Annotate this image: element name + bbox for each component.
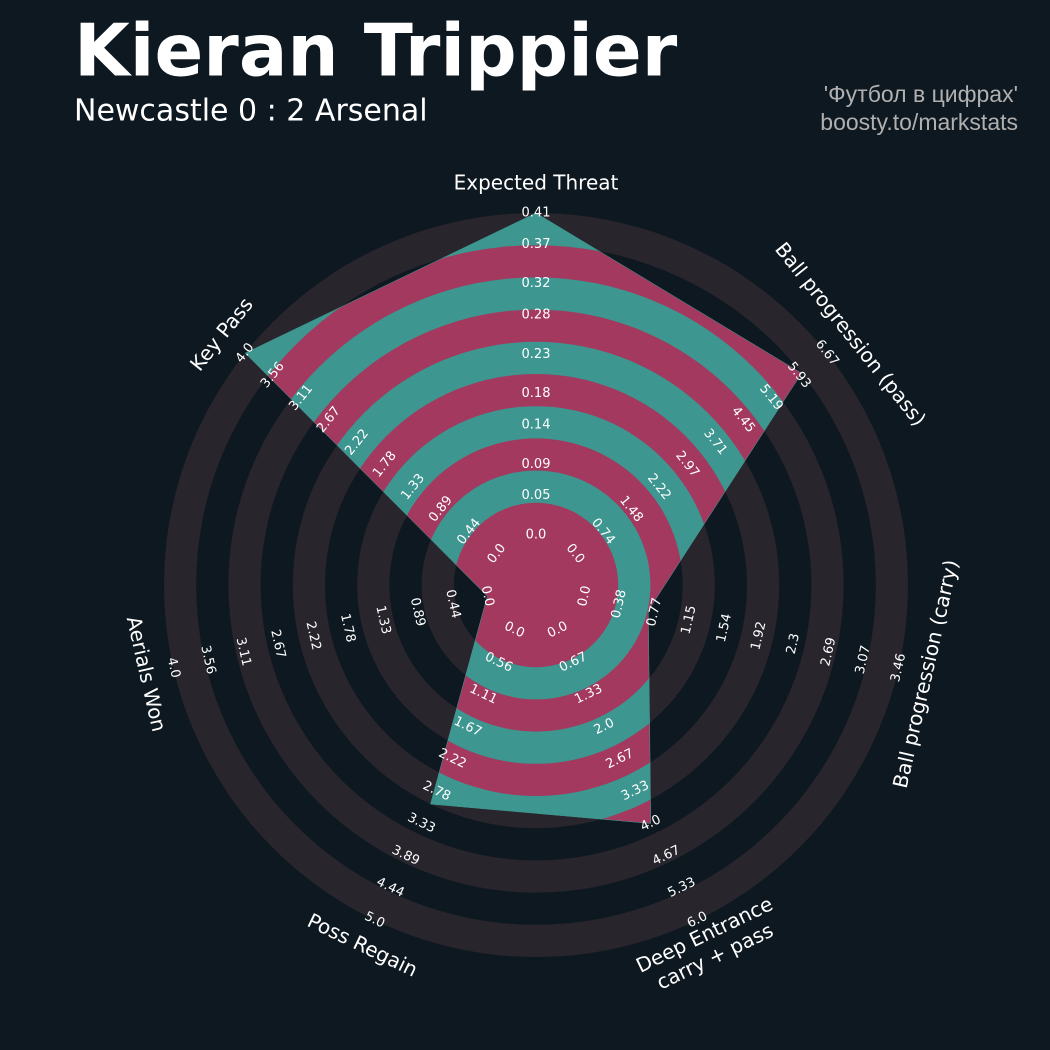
ring-label: 3.56 bbox=[197, 644, 218, 676]
ring-label: 1.54 bbox=[714, 612, 735, 644]
ring-label: 1.78 bbox=[337, 612, 358, 644]
ring-label: 0.09 bbox=[522, 457, 551, 472]
ring-label: 2.69 bbox=[818, 636, 839, 668]
ring-label: 3.11 bbox=[233, 636, 254, 668]
ring-label: 1.92 bbox=[748, 620, 769, 652]
credit: boosty.to/markstats bbox=[820, 109, 1018, 135]
center-circle bbox=[486, 535, 586, 635]
ring-label: 0.0 bbox=[526, 528, 547, 543]
ring-label: 2.22 bbox=[302, 620, 323, 652]
ring-label: 1.33 bbox=[372, 604, 393, 636]
ring-label: 2.3 bbox=[784, 632, 803, 656]
radar-polygon bbox=[244, 212, 802, 824]
title: Kieran Trippier bbox=[74, 9, 678, 93]
ring-label: 3.07 bbox=[853, 644, 874, 676]
ring-label: 0.18 bbox=[522, 386, 551, 401]
credit: 'Футбол в цифрах' bbox=[824, 81, 1018, 107]
subtitle: Newcastle 0 : 2 Arsenal bbox=[74, 94, 428, 129]
ring-label: 0.77 bbox=[644, 596, 665, 628]
ring-label: 2.67 bbox=[267, 628, 288, 660]
ring-label: 0.28 bbox=[522, 308, 551, 323]
ring-label: 0.44 bbox=[442, 588, 463, 620]
ring-label: 0.05 bbox=[522, 488, 551, 503]
ring-label: 0.37 bbox=[522, 237, 551, 252]
ring-label: 0.38 bbox=[609, 588, 630, 620]
param-label: Expected Threat bbox=[454, 171, 619, 195]
ring-label: 3.46 bbox=[888, 652, 909, 684]
ring-label: 1.15 bbox=[679, 604, 700, 636]
ring-label: 0.0 bbox=[478, 584, 497, 608]
ring-label: 4.0 bbox=[164, 656, 183, 680]
ring-label: 0.0 bbox=[575, 584, 594, 608]
ring-label: 0.23 bbox=[522, 347, 551, 362]
ring-label: 0.41 bbox=[522, 206, 551, 221]
ring-label: 0.89 bbox=[407, 596, 428, 628]
ring-label: 0.14 bbox=[522, 418, 551, 433]
ring-label: 0.32 bbox=[522, 276, 551, 291]
